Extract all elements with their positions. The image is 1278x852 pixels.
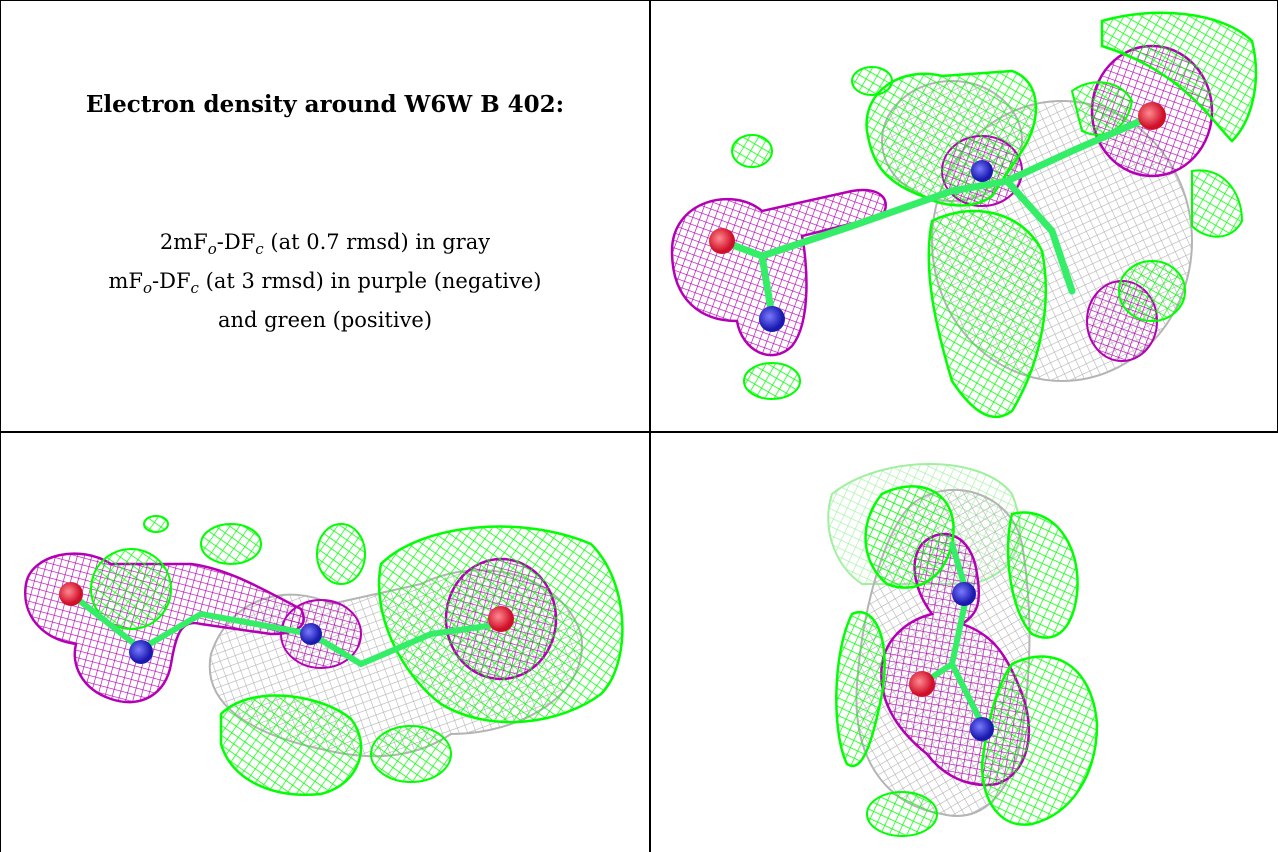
density-view-3	[652, 434, 1277, 851]
density-render-3	[827, 463, 1099, 837]
density-view-1	[652, 1, 1277, 430]
figure-title: Electron density around W6W B 402:	[85, 91, 565, 118]
legend-2-sub-o: o	[143, 279, 153, 298]
legend-1-sub-o: o	[207, 240, 217, 259]
border-left	[0, 0, 1, 852]
stick-model	[68, 591, 504, 668]
legend-1-c: (at 0.7 rmsd) in gray	[263, 230, 491, 254]
green-mesh	[731, 11, 1258, 419]
legend-2-a: mF	[108, 269, 143, 294]
legend-1-a: 2mF	[159, 230, 208, 254]
atoms	[59, 582, 514, 664]
border-middle	[0, 431, 1278, 433]
green-mesh	[835, 485, 1099, 837]
density-render-2	[23, 515, 624, 796]
legend-2-sub-c: c	[190, 279, 199, 298]
atoms	[709, 102, 1166, 332]
legend-line-mfo: mFo-DFc (at 3 rmsd) in purple (negative)	[1, 265, 649, 304]
legend-line-green: and green (positive)	[217, 308, 433, 333]
legend-panel: Electron density around W6W B 402: 2mFo-…	[1, 1, 649, 430]
legend-2-c: (at 3 rmsd) in purple (negative)	[198, 269, 542, 294]
stick-model	[718, 112, 1156, 320]
density-view-2	[1, 434, 649, 851]
legend-1-sub-c: c	[255, 240, 264, 259]
border-center	[649, 0, 651, 852]
border-top	[0, 0, 1278, 1]
atoms	[909, 582, 994, 741]
legend-text: 2mFo-DFc (at 0.7 rmsd) in gray mFo-DFc (…	[1, 226, 649, 336]
density-render-1	[670, 11, 1258, 419]
legend-2-b: -DF	[152, 269, 191, 294]
legend-line-2mfo: 2mFo-DFc (at 0.7 rmsd) in gray	[1, 226, 649, 265]
legend-1-b: -DF	[216, 230, 256, 254]
